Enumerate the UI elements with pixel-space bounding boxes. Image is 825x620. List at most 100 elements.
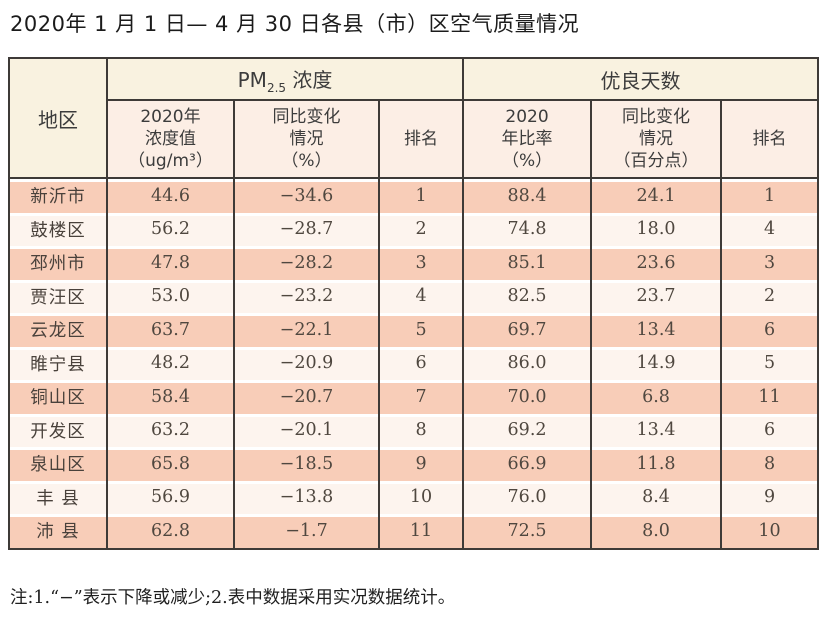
good-rank-cell: 11 — [720, 380, 820, 414]
pm-value-cell: 48.2 — [106, 346, 235, 380]
good-rank-cell: 6 — [720, 413, 820, 447]
table-row: 开发区 63.2 −20.1 8 69.2 13.4 6 — [8, 413, 820, 447]
good-rank-cell: 5 — [720, 346, 820, 380]
pm-change-cell: −20.9 — [233, 346, 380, 380]
good-rate-cell: 85.1 — [462, 246, 593, 280]
pm-value-cell: 63.2 — [106, 413, 235, 447]
good-rate-cell: 74.8 — [462, 212, 593, 246]
good-rate-cell: 69.2 — [462, 413, 593, 447]
page-title: 2020年 1 月 1 日— 4 月 30 日各县（市）区空气质量情况 — [10, 12, 580, 36]
column-group-good-days: 优良天数 — [462, 58, 820, 101]
good-rank-cell: 1 — [720, 178, 820, 213]
good-rate-cell: 70.0 — [462, 380, 593, 414]
good-rate-cell: 86.0 — [462, 346, 593, 380]
good-change-cell: 18.0 — [590, 212, 723, 246]
good-change-cell: 8.4 — [590, 480, 723, 514]
pm-rank-cell: 3 — [377, 246, 465, 280]
pm-value-cell: 47.8 — [106, 246, 235, 280]
table-row: 鼓楼区 56.2 −28.7 2 74.8 18.0 4 — [8, 212, 820, 246]
region-cell: 贾汪区 — [8, 279, 108, 313]
pm-change-cell: −23.2 — [233, 279, 380, 313]
region-cell: 睢宁县 — [8, 346, 108, 380]
pm-rank-cell: 10 — [377, 480, 465, 514]
region-cell: 新沂市 — [8, 178, 108, 213]
column-header-pm-change: 同比变化 情况 （%） — [233, 100, 380, 179]
pm-value-cell: 56.2 — [106, 212, 235, 246]
region-cell: 鼓楼区 — [8, 212, 108, 246]
pm-change-cell: −28.2 — [233, 246, 380, 280]
air-quality-table: 地区 PM2.5 浓度 优良天数 2020年 浓度值 （ug/m³） 同比变化 … — [8, 57, 820, 550]
good-rate-cell: 66.9 — [462, 447, 593, 481]
good-rate-cell: 76.0 — [462, 480, 593, 514]
good-change-cell: 14.9 — [590, 346, 723, 380]
pm-change-cell: −22.1 — [233, 313, 380, 347]
pm-label-subscript: 2.5 — [266, 80, 287, 95]
table-row: 贾汪区 53.0 −23.2 4 82.5 23.7 2 — [8, 279, 820, 313]
pm-rank-cell: 6 — [377, 346, 465, 380]
good-rate-cell: 72.5 — [462, 514, 593, 549]
pm-change-cell: −13.8 — [233, 480, 380, 514]
good-rank-cell: 6 — [720, 313, 820, 347]
table-row: 云龙区 63.7 −22.1 5 69.7 13.4 6 — [8, 313, 820, 347]
table-row: 铜山区 58.4 −20.7 7 70.0 6.8 11 — [8, 380, 820, 414]
good-rank-cell: 3 — [720, 246, 820, 280]
region-cell: 沛 县 — [8, 514, 108, 549]
column-header-good-change: 同比变化 情况 （百分点） — [590, 100, 723, 179]
good-rate-cell: 69.7 — [462, 313, 593, 347]
column-header-good-rank: 排名 — [720, 100, 820, 179]
region-cell: 丰 县 — [8, 480, 108, 514]
pm-change-cell: −1.7 — [233, 514, 380, 549]
pm-value-cell: 44.6 — [106, 178, 235, 213]
table-header: 地区 PM2.5 浓度 优良天数 2020年 浓度值 （ug/m³） 同比变化 … — [8, 58, 820, 179]
table-row: 邳州市 47.8 −28.2 3 85.1 23.6 3 — [8, 246, 820, 280]
pm-rank-cell: 4 — [377, 279, 465, 313]
pm-rank-cell: 7 — [377, 380, 465, 414]
pm-change-cell: −34.6 — [233, 178, 380, 213]
pm-value-cell: 56.9 — [106, 480, 235, 514]
region-cell: 云龙区 — [8, 313, 108, 347]
pm-rank-cell: 9 — [377, 447, 465, 481]
region-cell: 开发区 — [8, 413, 108, 447]
good-rank-cell: 2 — [720, 279, 820, 313]
table-row: 沛 县 62.8 −1.7 11 72.5 8.0 10 — [8, 514, 820, 549]
pm-change-cell: −18.5 — [233, 447, 380, 481]
pm-rank-cell: 11 — [377, 514, 465, 549]
pm-value-cell: 63.7 — [106, 313, 235, 347]
good-rate-cell: 88.4 — [462, 178, 593, 213]
good-rank-cell: 4 — [720, 212, 820, 246]
good-change-cell: 13.4 — [590, 413, 723, 447]
good-change-cell: 13.4 — [590, 313, 723, 347]
good-change-cell: 24.1 — [590, 178, 723, 213]
pm-value-cell: 65.8 — [106, 447, 235, 481]
good-rank-cell: 8 — [720, 447, 820, 481]
pm-label-suffix: 浓度 — [286, 67, 333, 92]
column-header-region: 地区 — [8, 58, 108, 179]
pm-change-cell: −20.1 — [233, 413, 380, 447]
pm-rank-cell: 2 — [377, 212, 465, 246]
region-cell: 邳州市 — [8, 246, 108, 280]
column-header-pm-value: 2020年 浓度值 （ug/m³） — [106, 100, 235, 179]
good-rank-cell: 10 — [720, 514, 820, 549]
table-row: 丰 县 56.9 −13.8 10 76.0 8.4 9 — [8, 480, 820, 514]
good-change-cell: 11.8 — [590, 447, 723, 481]
pm-value-cell: 53.0 — [106, 279, 235, 313]
column-header-pm-rank: 排名 — [377, 100, 465, 179]
good-change-cell: 8.0 — [590, 514, 723, 549]
pm-value-cell: 58.4 — [106, 380, 235, 414]
table-row: 泉山区 65.8 −18.5 9 66.9 11.8 8 — [8, 447, 820, 481]
region-cell: 铜山区 — [8, 380, 108, 414]
pm-rank-cell: 1 — [377, 178, 465, 213]
pm-change-cell: −28.7 — [233, 212, 380, 246]
footnote: 注:1.“−”表示下降或减少;2.表中数据采用实况数据统计。 — [10, 588, 456, 608]
good-rate-cell: 82.5 — [462, 279, 593, 313]
good-change-cell: 23.7 — [590, 279, 723, 313]
pm-value-cell: 62.8 — [106, 514, 235, 549]
pm-rank-cell: 5 — [377, 313, 465, 347]
header-group-row: 地区 PM2.5 浓度 优良天数 — [8, 58, 820, 179]
good-rank-cell: 9 — [720, 480, 820, 514]
column-group-pm25: PM2.5 浓度 — [105, 58, 465, 101]
column-header-good-rate: 2020 年比率 （%） — [462, 100, 593, 179]
pm-change-cell: −20.7 — [233, 380, 380, 414]
region-cell: 泉山区 — [8, 447, 108, 481]
good-change-cell: 6.8 — [590, 380, 723, 414]
